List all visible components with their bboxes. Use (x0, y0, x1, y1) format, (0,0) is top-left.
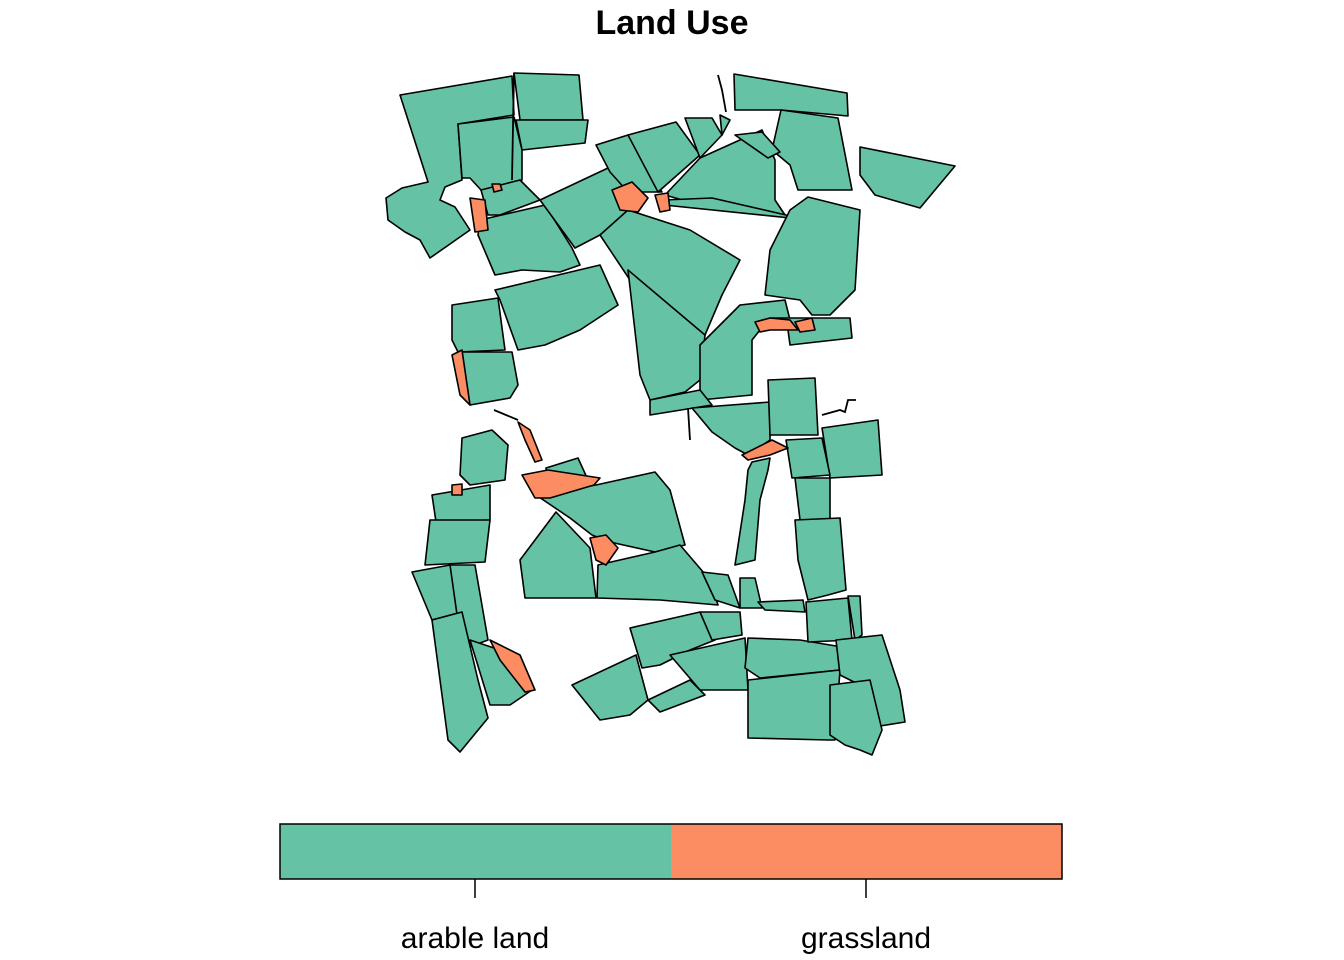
grassland-parcel-3 (491, 183, 503, 193)
arable-land-parcel-49 (699, 611, 743, 641)
arable-land-parcel-32 (794, 477, 831, 521)
arable-land-parcel-44 (596, 544, 719, 606)
boundary-line-4 (493, 409, 519, 421)
legend-label-arable-land: arable land (400, 922, 550, 955)
legend-label-grassland: grassland (800, 922, 932, 955)
arable-land-parcel-58 (829, 679, 883, 756)
arable-land-parcel-29 (821, 419, 883, 479)
boundary-line-5 (511, 72, 515, 181)
grassland-parcel-6 (589, 534, 619, 566)
arable-land-parcel-20 (494, 264, 619, 351)
arable-land-parcel-33 (794, 517, 847, 601)
arable-land-parcel-23 (627, 269, 706, 401)
grassland-parcel-9 (754, 317, 799, 333)
grassland-parcel-10 (794, 317, 816, 333)
grassland-parcel-13 (451, 483, 463, 496)
arable-land-parcel-3 (515, 119, 589, 151)
arable-land-parcel-16 (734, 131, 781, 159)
arable-land-parcel-55 (847, 595, 863, 641)
arable-land-parcels (385, 72, 956, 756)
arable-land-parcel-50 (571, 654, 649, 721)
grassland-parcel-1 (451, 349, 471, 406)
arable-land-parcel-21 (451, 297, 506, 353)
arable-land-parcel-31 (734, 457, 771, 566)
legend-bar (279, 823, 1063, 898)
grassland-parcel-2 (469, 197, 489, 233)
arable-land-parcel-56 (747, 669, 841, 741)
grassland-parcel-8 (654, 192, 671, 213)
grassland-parcels (451, 181, 816, 693)
map-title: Land Use (595, 4, 749, 42)
arable-land-parcel-28 (767, 377, 819, 436)
boundary-line-2 (687, 407, 691, 441)
arable-land-parcel-43 (519, 511, 597, 599)
arable-land-parcel-14 (859, 146, 956, 209)
arable-land-parcel-46 (739, 577, 763, 609)
arable-land-parcel-51 (647, 679, 706, 713)
arable-land-parcel-2 (513, 72, 584, 121)
grassland-parcel-12 (489, 639, 536, 693)
arable-land-parcel-18 (764, 196, 861, 316)
arable-land-parcel-39 (431, 611, 489, 753)
arable-land-parcel-12 (733, 73, 849, 117)
legend-border (279, 823, 1063, 880)
arable-land-parcel-30 (785, 437, 831, 479)
arable-land-parcel-26 (649, 389, 713, 416)
arable-land-parcel-54 (805, 597, 853, 643)
arable-land-parcel-36 (424, 519, 491, 566)
arable-land-parcel-47 (757, 599, 806, 613)
legend-swatch-grassland (671, 824, 1062, 879)
arable-land-parcel-13 (771, 109, 853, 191)
grassland-parcel-7 (611, 181, 649, 213)
arable-land-parcel-11 (719, 114, 731, 136)
arable-land-parcel-8 (595, 134, 663, 193)
grassland-parcel-11 (741, 439, 789, 461)
legend-swatch-arable-land (280, 824, 671, 879)
grassland-parcel-5 (521, 469, 601, 499)
boundary-line-3 (821, 399, 856, 416)
grassland-parcel-4 (517, 421, 543, 463)
arable-land-parcel-34 (459, 429, 509, 486)
boundary-line-1 (717, 74, 727, 113)
